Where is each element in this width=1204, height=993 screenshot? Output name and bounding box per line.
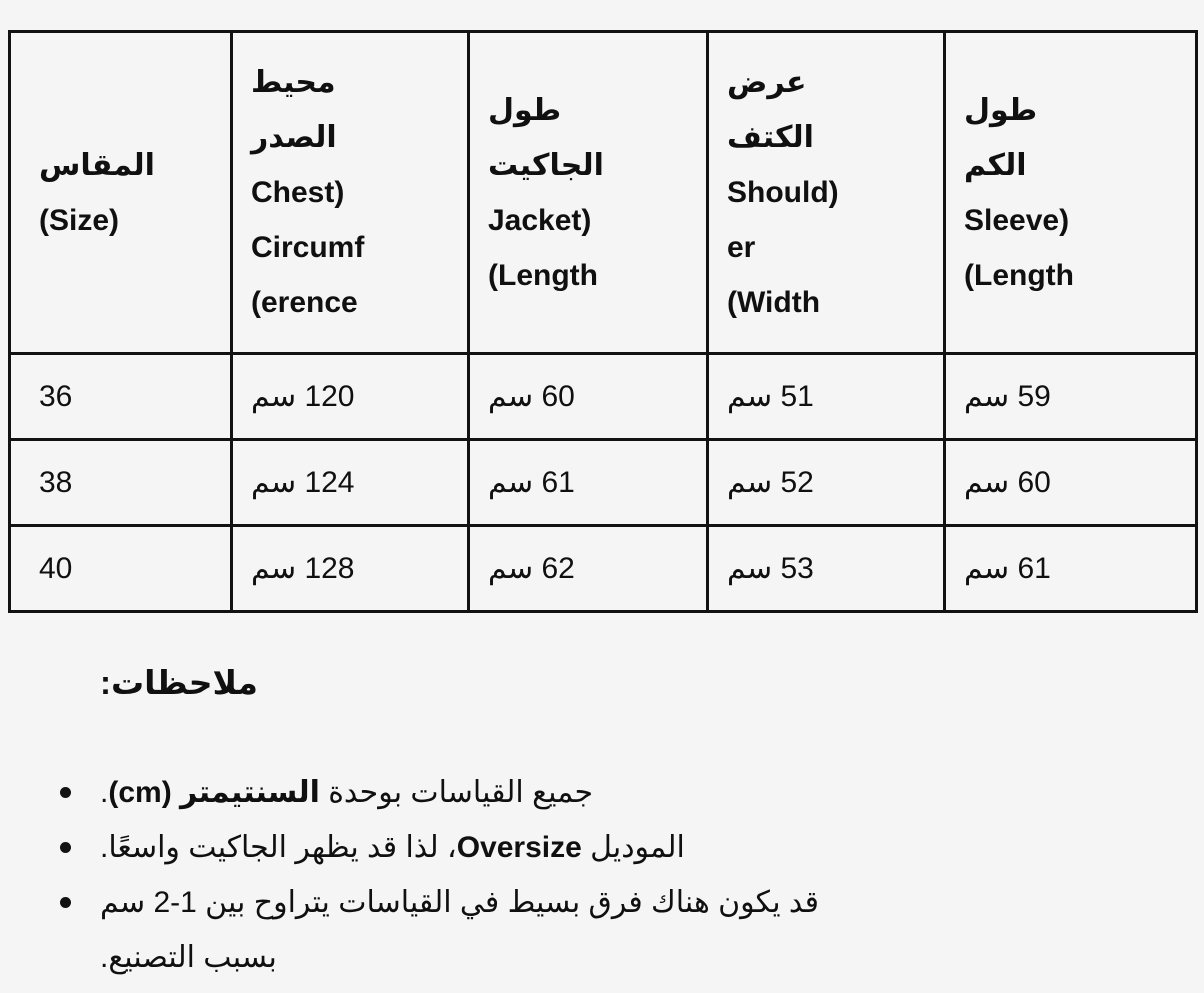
bullet-icon bbox=[60, 787, 71, 798]
cell-sleeve: 61 سم bbox=[943, 524, 1198, 613]
cell-chest: 124 سم bbox=[230, 438, 470, 527]
table-row-size-38: 38 124 سم 61 سم 52 سم 60 سم bbox=[8, 438, 1198, 527]
chest-value: 120 سم bbox=[251, 380, 355, 413]
note-text-bold: Oversize bbox=[456, 831, 582, 864]
note-text: . bbox=[100, 776, 109, 809]
table-row-size-40: 40 128 سم 62 سم 53 سم 61 سم bbox=[8, 524, 1198, 613]
header-jacket-label: طول الجاكيت (Jacket Length) bbox=[488, 93, 604, 292]
bullet-icon bbox=[60, 897, 71, 908]
header-cell-jacket-length: طول الجاكيت (Jacket Length) bbox=[467, 30, 709, 355]
shoulder-value: 51 سم bbox=[727, 380, 814, 413]
cell-sleeve: 60 سم bbox=[943, 438, 1198, 527]
cell-shoulder: 52 سم bbox=[706, 438, 946, 527]
jacket-value: 60 سم bbox=[488, 380, 575, 413]
note-text: قد يكون هناك فرق بسيط في القياسات يتراوح… bbox=[100, 886, 820, 974]
size-value: 38 bbox=[39, 465, 73, 499]
cell-size: 40 bbox=[8, 524, 233, 613]
notes-section: ملاحظات: جميع القياسات بوحدة السنتيمتر (… bbox=[0, 658, 1204, 985]
cell-chest: 120 سم bbox=[230, 352, 470, 441]
size-value: 36 bbox=[39, 379, 73, 413]
list-item-tolerance-note: قد يكون هناك فرق بسيط في القياسات يتراوح… bbox=[60, 875, 1204, 985]
header-chest-label: محيط الصدر (Chest Circumf erence) bbox=[251, 66, 365, 319]
list-item-oversize-note: الموديل Oversize، لذا قد يظهر الجاكيت وا… bbox=[60, 820, 1204, 875]
shoulder-value: 53 سم bbox=[727, 552, 814, 585]
header-sleeve-label: طول الكم (Sleeve Length) bbox=[964, 93, 1074, 292]
notes-list: جميع القياسات بوحدة السنتيمتر (cm). المو… bbox=[60, 765, 1204, 985]
note-text: جميع القياسات بوحدة bbox=[319, 776, 594, 809]
cell-sleeve: 59 سم bbox=[943, 352, 1198, 441]
note-text-bold: السنتيمتر (cm) bbox=[108, 776, 320, 809]
chest-value: 124 سم bbox=[251, 466, 355, 499]
list-item-units-note: جميع القياسات بوحدة السنتيمتر (cm). bbox=[60, 765, 1204, 820]
sleeve-value: 61 سم bbox=[964, 552, 1051, 585]
header-cell-chest-circumference: محيط الصدر (Chest Circumf erence) bbox=[230, 30, 470, 355]
sleeve-value: 59 سم bbox=[964, 380, 1051, 413]
sleeve-value: 60 سم bbox=[964, 466, 1051, 499]
shoulder-value: 52 سم bbox=[727, 466, 814, 499]
cell-size: 36 bbox=[8, 352, 233, 441]
jacket-value: 61 سم bbox=[488, 466, 575, 499]
header-cell-sleeve-length: طول الكم (Sleeve Length) bbox=[943, 30, 1198, 355]
cell-shoulder: 53 سم bbox=[706, 524, 946, 613]
size-chart-header-row: المقاس (Size) محيط الصدر (Chest Circumf … bbox=[8, 30, 1198, 355]
cell-jacket: 60 سم bbox=[467, 352, 709, 441]
header-shoulder-label: عرض الكتف (Should er Width) bbox=[727, 66, 839, 319]
cell-jacket: 61 سم bbox=[467, 438, 709, 527]
chest-value: 128 سم bbox=[251, 552, 355, 585]
size-value: 40 bbox=[39, 551, 73, 585]
header-size-label: المقاس (Size) bbox=[39, 148, 155, 237]
cell-size: 38 bbox=[8, 438, 233, 527]
bullet-icon bbox=[60, 842, 71, 853]
header-cell-shoulder-width: عرض الكتف (Should er Width) bbox=[706, 30, 946, 355]
cell-jacket: 62 سم bbox=[467, 524, 709, 613]
note-text: الموديل bbox=[581, 831, 685, 864]
header-cell-size: المقاس (Size) bbox=[8, 30, 233, 355]
note-text: ، لذا قد يظهر الجاكيت واسعًا. bbox=[100, 831, 457, 864]
size-chart-table: المقاس (Size) محيط الصدر (Chest Circumf … bbox=[8, 30, 1198, 613]
table-row-size-36: 36 120 سم 60 سم 51 سم 59 سم bbox=[8, 352, 1198, 441]
cell-shoulder: 51 سم bbox=[706, 352, 946, 441]
jacket-value: 62 سم bbox=[488, 552, 575, 585]
notes-heading: ملاحظات: bbox=[100, 664, 258, 701]
cell-chest: 128 سم bbox=[230, 524, 470, 613]
